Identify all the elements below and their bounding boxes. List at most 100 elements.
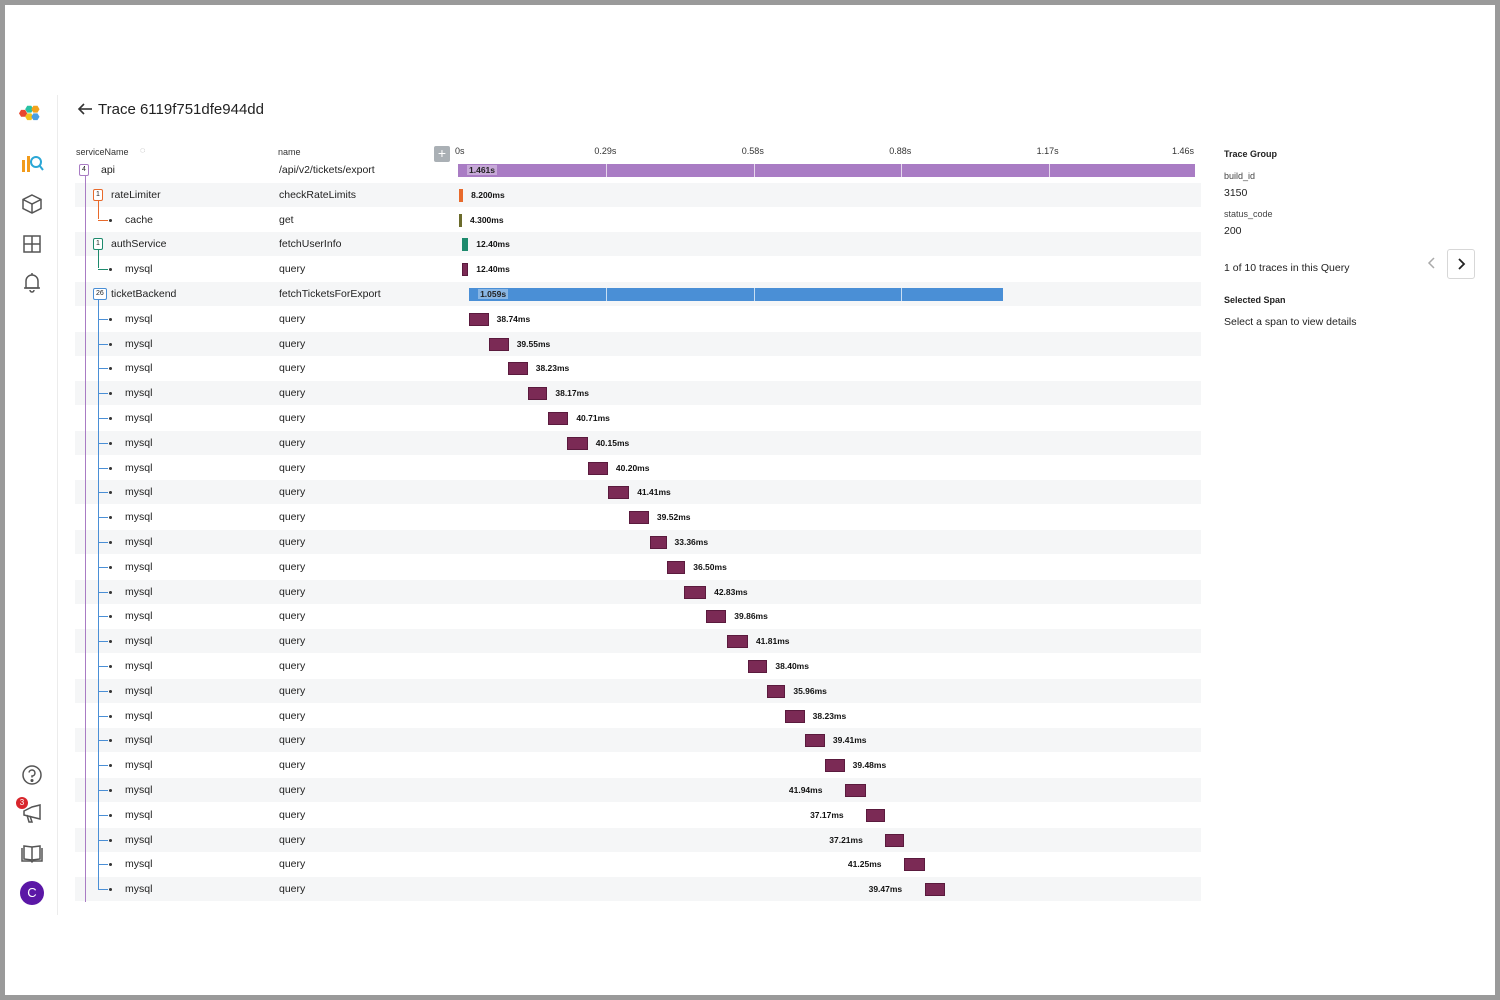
expand-all-button[interactable]: + (434, 146, 450, 162)
span-duration-bar[interactable] (726, 635, 748, 649)
span-row[interactable]: 1 rateLimiter checkRateLimits 8.200ms (75, 182, 1201, 207)
child-count-badge[interactable]: 4 (79, 164, 89, 176)
span-row[interactable]: mysql query 38.23ms (75, 356, 1201, 380)
status-code-value: 200 (1224, 225, 1242, 237)
tree-node-dot (109, 342, 112, 346)
span-duration-bar[interactable] (844, 784, 867, 797)
tree-node-dot (109, 218, 112, 222)
previous-trace-button[interactable] (1419, 249, 1445, 277)
span-duration-bar[interactable] (458, 164, 1195, 177)
span-duration-bar[interactable] (824, 759, 845, 773)
span-duration-bar[interactable] (885, 833, 905, 847)
span-row[interactable]: mysql query 39.47ms (75, 877, 1201, 902)
span-duration-label: 38.17ms (555, 388, 589, 399)
span-duration-bar[interactable] (706, 610, 727, 624)
span-duration-bar[interactable] (547, 412, 569, 425)
span-row[interactable]: mysql query 41.94ms (75, 778, 1201, 802)
span-row[interactable]: 1 authService fetchUserInfo 12.40ms (75, 232, 1201, 257)
span-duration-bar[interactable] (528, 387, 548, 401)
span-service-name: mysql (125, 560, 153, 573)
span-duration-bar[interactable] (459, 188, 464, 202)
span-row[interactable]: mysql query 39.86ms (75, 604, 1201, 628)
span-row[interactable]: cache get 4.300ms (75, 208, 1201, 232)
span-duration-bar[interactable] (459, 213, 462, 227)
span-duration-bar[interactable] (924, 883, 945, 897)
span-operation-name: query (279, 610, 306, 623)
span-duration-bar[interactable] (488, 337, 509, 351)
datasets-icon[interactable] (19, 191, 45, 217)
span-duration-bar[interactable] (649, 536, 667, 549)
span-duration-bar[interactable] (469, 288, 1004, 301)
honeycomb-logo-icon[interactable] (19, 101, 45, 127)
span-row[interactable]: mysql query 40.15ms (75, 430, 1201, 455)
user-avatar[interactable]: C (19, 880, 45, 906)
span-row[interactable]: mysql query 38.23ms (75, 704, 1201, 728)
triggers-icon[interactable] (19, 270, 45, 296)
child-count-badge[interactable]: 1 (93, 188, 103, 201)
span-duration-label: 37.17ms (810, 809, 844, 820)
span-row[interactable]: mysql query 38.74ms (75, 307, 1201, 331)
span-row[interactable]: mysql query 42.83ms (75, 579, 1201, 604)
span-duration-bar[interactable] (805, 734, 825, 748)
span-duration-bar[interactable] (462, 238, 469, 252)
span-service-name: mysql (125, 808, 153, 821)
span-service-name: mysql (125, 660, 153, 672)
docs-icon[interactable] (19, 841, 45, 867)
span-row[interactable]: 26 ticketBackend fetchTicketsForExport 1.05… (75, 282, 1201, 306)
span-duration-bar[interactable] (508, 362, 528, 376)
span-row[interactable]: mysql query 40.20ms (75, 456, 1201, 480)
span-duration-bar[interactable] (866, 808, 885, 822)
tree-node-dot (109, 466, 112, 470)
help-icon[interactable] (19, 762, 45, 788)
span-row[interactable]: mysql query 39.52ms (75, 505, 1201, 529)
tree-node-dot (109, 268, 112, 272)
span-row[interactable]: mysql query 37.17ms (75, 803, 1201, 827)
span-duration-bar[interactable] (469, 312, 489, 326)
span-row[interactable]: mysql query 41.41ms (75, 480, 1201, 505)
span-row[interactable]: mysql query 35.96ms (75, 678, 1201, 703)
span-duration-bar[interactable] (684, 585, 707, 599)
span-row[interactable]: mysql query 41.81ms (75, 629, 1201, 654)
back-arrow-icon[interactable] (77, 101, 95, 119)
span-duration-bar[interactable] (567, 436, 588, 450)
next-trace-button[interactable] (1447, 249, 1475, 279)
tree-node-dot (109, 640, 112, 644)
timeline-tick: 1.46s (1172, 146, 1195, 156)
span-row[interactable]: mysql query 36.50ms (75, 555, 1201, 579)
span-duration-bar[interactable] (767, 684, 786, 698)
announcements-icon[interactable]: 3 (16, 797, 45, 827)
span-row[interactable]: mysql query 41.25ms (75, 852, 1201, 876)
span-row[interactable]: mysql query 38.40ms (75, 654, 1201, 678)
span-duration-bar[interactable] (903, 858, 925, 872)
span-duration-bar[interactable] (628, 511, 649, 525)
column-header-name[interactable]: name (278, 147, 301, 157)
span-duration-bar[interactable] (462, 263, 469, 277)
tree-guide-line (98, 467, 108, 469)
query-icon[interactable] (19, 150, 45, 176)
span-row[interactable]: mysql query 39.55ms (75, 331, 1201, 356)
sort-icon[interactable]: ◌ (140, 145, 146, 155)
span-row[interactable]: mysql query 39.41ms (75, 728, 1201, 753)
span-duration-bar[interactable] (785, 709, 805, 723)
span-row[interactable]: mysql query 12.40ms (75, 257, 1201, 281)
span-row[interactable]: 4 api/api/v2/tickets/export 1.461s (75, 158, 1201, 182)
span-service-name: cache (125, 213, 154, 226)
span-row[interactable]: mysql query 37.21ms (75, 827, 1201, 852)
span-duration-bar[interactable] (666, 560, 686, 574)
span-row[interactable]: mysql query 40.71ms (75, 406, 1201, 430)
span-operation-name: query (279, 684, 306, 697)
child-count-badge[interactable]: 26 (93, 288, 107, 300)
span-duration-bar[interactable] (748, 660, 768, 673)
span-row[interactable]: mysql query 39.48ms (75, 753, 1201, 777)
tree-node-dot (109, 590, 112, 594)
column-header-service[interactable]: serviceName (76, 147, 129, 157)
span-duration-bar[interactable] (608, 486, 630, 500)
child-count-badge[interactable]: 1 (93, 238, 103, 251)
span-operation-name: query (279, 585, 306, 598)
span-row[interactable]: mysql query 33.36ms (75, 530, 1201, 554)
trace-pager-text: 1 of 10 traces in this Query (1224, 262, 1350, 274)
span-duration-bar[interactable] (587, 461, 608, 475)
trace-group-heading: Trace Group (1224, 149, 1278, 159)
span-row[interactable]: mysql query 38.17ms (75, 381, 1201, 406)
boards-icon[interactable] (19, 231, 45, 257)
